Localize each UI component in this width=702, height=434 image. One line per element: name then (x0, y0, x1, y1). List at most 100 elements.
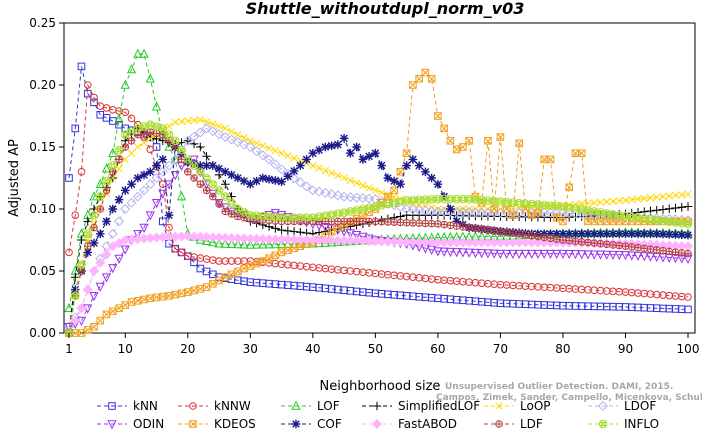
series-knn (65, 62, 692, 314)
data-point (359, 217, 367, 226)
legend-label: FastABOD (398, 417, 457, 431)
data-point (214, 199, 224, 209)
x-tick-label: 100 (677, 342, 700, 356)
series-line (68, 124, 689, 334)
data-point (671, 248, 680, 256)
data-point (252, 139, 261, 147)
data-point (159, 126, 167, 135)
data-point (314, 212, 324, 221)
data-point (446, 137, 455, 145)
data-point (277, 225, 286, 235)
data-point (590, 199, 598, 207)
data-point (534, 232, 542, 241)
data-point (127, 298, 136, 306)
data-point (571, 204, 580, 213)
y-tick-label: 0.05 (29, 264, 56, 278)
citation-line-1: Unsupervised Outlier Detection. DAMI, 20… (445, 382, 673, 392)
data-point (390, 186, 398, 195)
data-point (245, 239, 255, 249)
data-point (196, 116, 204, 124)
data-point (133, 48, 143, 58)
data-point (209, 270, 217, 279)
legend-item-fastabod: FastABOD (362, 417, 457, 431)
data-point (234, 212, 242, 221)
data-point (608, 229, 618, 239)
data-point (251, 146, 262, 157)
data-point (608, 210, 618, 219)
data-point (207, 232, 218, 243)
data-point (407, 204, 418, 215)
data-point (320, 187, 331, 198)
data-point (571, 229, 580, 239)
data-point (127, 149, 136, 157)
legend-marker (372, 401, 382, 411)
data-point (440, 124, 448, 133)
data-point (83, 326, 92, 334)
data-point (289, 227, 299, 236)
data-point (107, 241, 118, 252)
data-point (295, 177, 306, 188)
data-point (527, 231, 536, 240)
data-point (653, 193, 661, 201)
y-tick-label: 0.00 (29, 326, 56, 340)
data-point (227, 170, 236, 180)
data-point (221, 167, 230, 177)
data-point (596, 208, 605, 217)
data-point (82, 284, 93, 295)
data-point (77, 260, 86, 270)
data-point (577, 250, 587, 260)
data-point (215, 122, 223, 130)
data-point (114, 113, 124, 123)
x-tick-label: 30 (243, 342, 258, 356)
data-point (527, 199, 536, 209)
data-point (140, 129, 148, 138)
data-point (515, 139, 523, 148)
data-point (477, 249, 487, 259)
data-point (246, 137, 254, 145)
data-point (70, 315, 81, 326)
data-point (139, 223, 149, 234)
data-point (677, 249, 686, 257)
data-point (277, 213, 286, 222)
data-point (239, 233, 250, 244)
data-point (433, 247, 443, 257)
data-point (496, 197, 505, 206)
data-point (309, 161, 317, 170)
data-point (208, 161, 218, 170)
data-point (89, 238, 99, 248)
data-point (664, 229, 674, 239)
data-point (120, 245, 130, 255)
data-point (558, 202, 568, 211)
data-point (509, 211, 517, 219)
data-point (115, 304, 123, 312)
data-point (502, 228, 511, 236)
data-point (458, 248, 468, 258)
series-knnw (65, 81, 692, 301)
data-point (452, 217, 461, 226)
data-point (345, 192, 356, 203)
legend-marker (189, 402, 197, 410)
data-point (484, 205, 492, 213)
data-point (239, 139, 250, 150)
data-point (177, 145, 186, 155)
data-point (182, 135, 193, 146)
data-point (226, 207, 237, 217)
data-point (621, 229, 630, 239)
data-point (602, 250, 612, 260)
data-point (296, 161, 305, 170)
data-point (114, 216, 125, 227)
data-point (183, 155, 193, 164)
data-point (101, 249, 112, 260)
data-point (83, 248, 93, 257)
data-point (546, 201, 555, 210)
data-point (289, 238, 299, 248)
data-point (258, 239, 268, 249)
data-point (433, 194, 443, 204)
legend-item-knnw: kNNW (178, 399, 251, 413)
data-point (359, 181, 367, 190)
data-point (70, 272, 80, 282)
legend-marker (291, 400, 301, 410)
data-point (77, 235, 86, 245)
legend-marker (598, 419, 608, 429)
